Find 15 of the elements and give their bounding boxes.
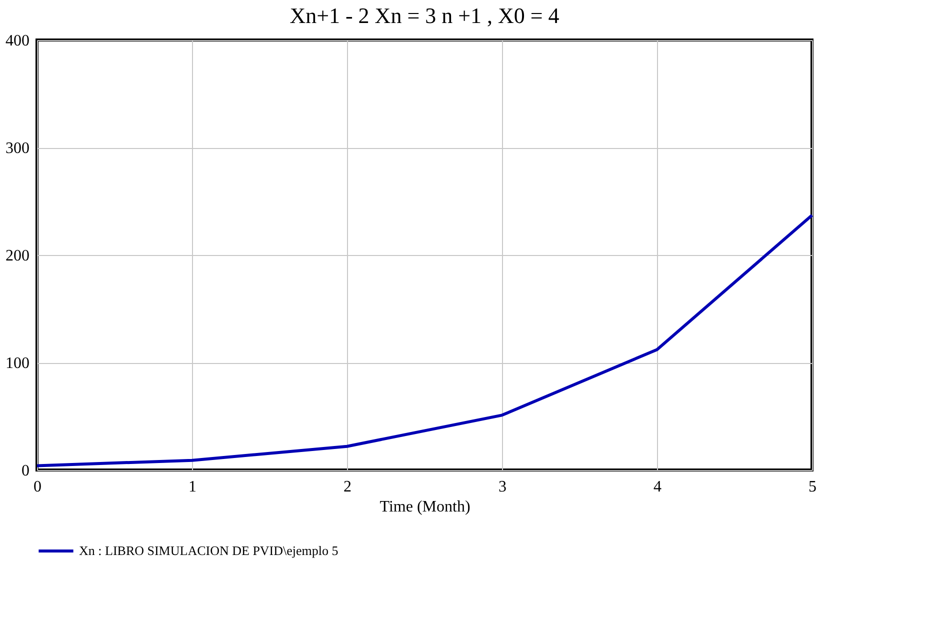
x-tick-label: 0 (34, 478, 42, 496)
x-tick-label: 2 (344, 478, 352, 496)
legend-label: Xn : LIBRO SIMULACION DE PVID\ejemplo 5 (79, 543, 338, 558)
chart-title: Xn+1 - 2 Xn = 3 n +1 , X0 = 4 (290, 3, 560, 28)
x-tick-label: 1 (188, 478, 196, 496)
y-tick-label: 100 (6, 355, 30, 372)
x-axis-title: Time (Month) (380, 498, 470, 516)
y-tick-label: 200 (6, 248, 30, 264)
y-tick-label: 400 (6, 32, 30, 50)
x-tick-label: 4 (654, 478, 662, 496)
y-tick-label: 0 (22, 462, 30, 480)
line-series (36, 214, 814, 468)
x-tick-label: 3 (498, 478, 506, 496)
x-tick-label: 5 (808, 478, 816, 496)
y-tick-label: 300 (6, 140, 30, 157)
